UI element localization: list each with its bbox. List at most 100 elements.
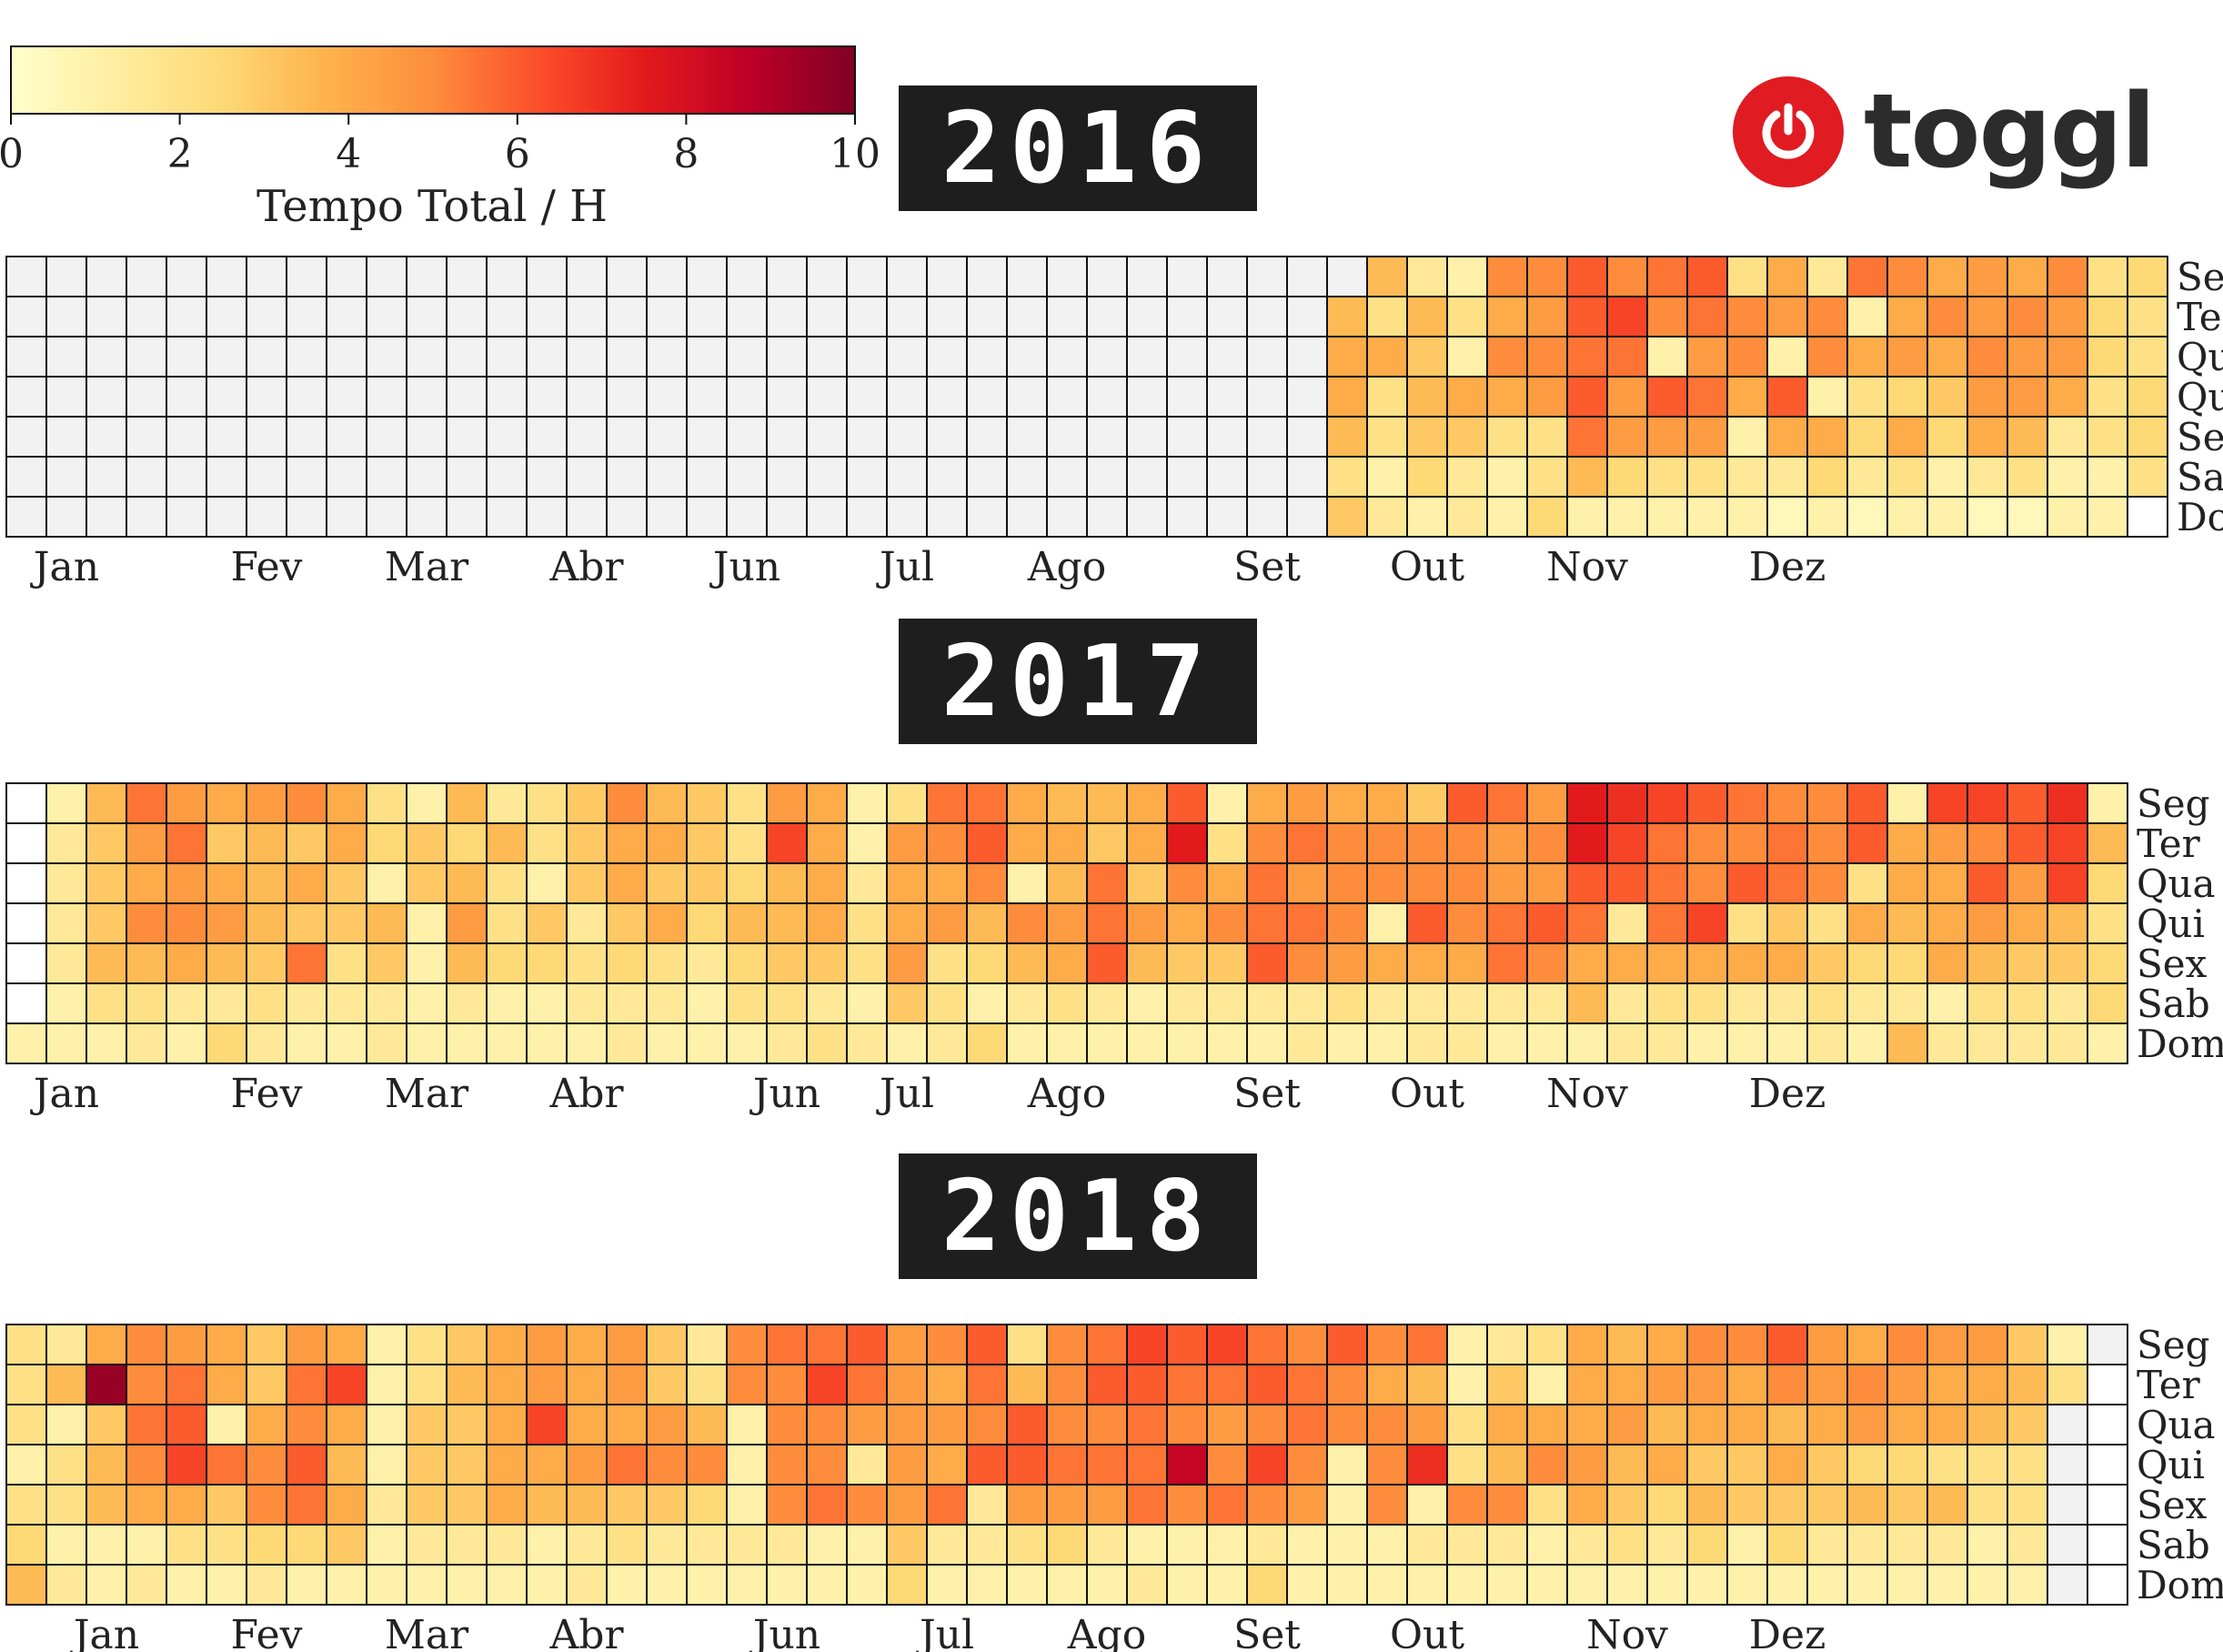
heatmap-cell: [326, 336, 367, 378]
heatmap-cell: [1246, 1022, 1288, 1064]
heatmap-cell: [1686, 862, 1728, 904]
heatmap-cell: [1606, 1324, 1648, 1365]
weekday-label: Qui: [2137, 1443, 2205, 1487]
heatmap-cell: [246, 902, 287, 944]
heatmap-cell: [446, 256, 488, 297]
heatmap-cell: [1766, 1564, 1808, 1606]
heatmap-cell: [45, 1364, 87, 1405]
heatmap-cell: [486, 256, 528, 297]
heatmap-cell: [406, 1364, 448, 1405]
heatmap-cell: [1246, 982, 1288, 1024]
heatmap-cell: [1726, 782, 1768, 824]
heatmap-cell: [1726, 1022, 1768, 1064]
heatmap-cell: [846, 1404, 888, 1446]
heatmap-cell: [2127, 456, 2168, 498]
heatmap-cell: [1566, 942, 1608, 984]
heatmap-cell: [606, 456, 648, 498]
heatmap-cell: [1486, 862, 1528, 904]
heatmap-cell: [45, 822, 87, 864]
heatmap-cell: [926, 782, 968, 824]
heatmap-cell: [1006, 336, 1048, 378]
heatmap-cell: [1966, 1564, 2008, 1606]
heatmap-cell: [486, 1022, 528, 1064]
heatmap-cell: [1486, 822, 1528, 864]
month-label: Nov: [1586, 1612, 1668, 1652]
heatmap-cell: [1886, 1444, 1928, 1486]
heatmap-cell: [1406, 1444, 1448, 1486]
heatmap-cell: [1286, 456, 1328, 498]
heatmap-cell: [1166, 376, 1208, 418]
heatmap-cell: [1006, 1324, 1048, 1365]
heatmap-cell: [2047, 1022, 2088, 1064]
heatmap-cell: [1006, 1524, 1048, 1566]
heatmap-cell: [286, 1324, 327, 1365]
heatmap-cell: [606, 822, 648, 864]
heatmap-cell: [886, 496, 928, 538]
heatmap-cell: [166, 336, 207, 378]
heatmap-cell: [1606, 416, 1648, 458]
heatmap-cell: [526, 336, 568, 378]
heatmap-cell: [1406, 296, 1448, 337]
heatmap-cell: [166, 416, 207, 458]
heatmap-cell: [1446, 416, 1488, 458]
month-label: Set: [1233, 1071, 1301, 1117]
heatmap-cell: [1646, 456, 1688, 498]
heatmap-cell: [1246, 376, 1288, 418]
heatmap-cell: [1246, 1524, 1288, 1566]
heatmap-cell: [1846, 1524, 1888, 1566]
weekday-label: Sex: [2137, 1483, 2208, 1527]
heatmap-cell: [606, 256, 648, 297]
weekday-label: Sab: [2137, 982, 2210, 1026]
heatmap-cell: [806, 1484, 848, 1526]
heatmap-cell: [1166, 1404, 1208, 1446]
heatmap-cell: [1966, 782, 2008, 824]
heatmap-cell: [726, 942, 768, 984]
heatmap-cell: [1326, 256, 1368, 297]
heatmap-cell: [5, 1022, 47, 1064]
heatmap-cell: [1326, 1404, 1368, 1446]
heatmap-cell: [286, 902, 327, 944]
heatmap-cell: [1806, 902, 1848, 944]
heatmap-cell: [1486, 376, 1528, 418]
heatmap-cell: [846, 456, 888, 498]
month-label: Jul: [876, 1071, 934, 1117]
heatmap-cell: [646, 296, 688, 337]
month-label: Nov: [1546, 1071, 1628, 1117]
heatmap-cell: [446, 376, 488, 418]
heatmap-cell: [1806, 982, 1848, 1024]
heatmap-cell: [5, 1404, 47, 1446]
weekday-label: Dom: [2177, 495, 2223, 539]
heatmap-cell: [846, 496, 888, 538]
heatmap-cell: [1526, 942, 1568, 984]
heatmap-cell: [1606, 782, 1648, 824]
heatmap-cell: [366, 296, 407, 337]
heatmap-cell: [1486, 1524, 1528, 1566]
heatmap-cell: [1006, 496, 1048, 538]
heatmap-cell: [446, 942, 488, 984]
heatmap-cell: [966, 1564, 1008, 1606]
heatmap-cell: [1286, 782, 1328, 824]
heatmap-cell: [1486, 456, 1528, 498]
weekday-label: Ter: [2177, 295, 2223, 339]
heatmap-cell: [206, 982, 247, 1024]
heatmap-cell: [1046, 1564, 1088, 1606]
heatmap-cell: [1606, 336, 1648, 378]
heatmap-cell: [686, 902, 728, 944]
heatmap-cell: [1926, 496, 1968, 538]
heatmap-cell: [2127, 376, 2168, 418]
heatmap-cell: [1886, 1484, 1928, 1526]
heatmap-cell: [1446, 1444, 1488, 1486]
heatmap-cell: [1366, 256, 1408, 297]
heatmap-cell: [1086, 1524, 1128, 1566]
heatmap-cell: [2087, 1444, 2128, 1486]
heatmap-cell: [2087, 496, 2128, 538]
heatmap-cell: [1606, 1484, 1648, 1526]
heatmap-cell: [806, 822, 848, 864]
heatmap-cell: [1966, 822, 2008, 864]
heatmap-cell: [1246, 902, 1288, 944]
heatmap-cell: [526, 862, 568, 904]
heatmap-cell: [1886, 822, 1928, 864]
heatmap-cell: [1806, 1022, 1848, 1064]
heatmap-cell: [1166, 1444, 1208, 1486]
